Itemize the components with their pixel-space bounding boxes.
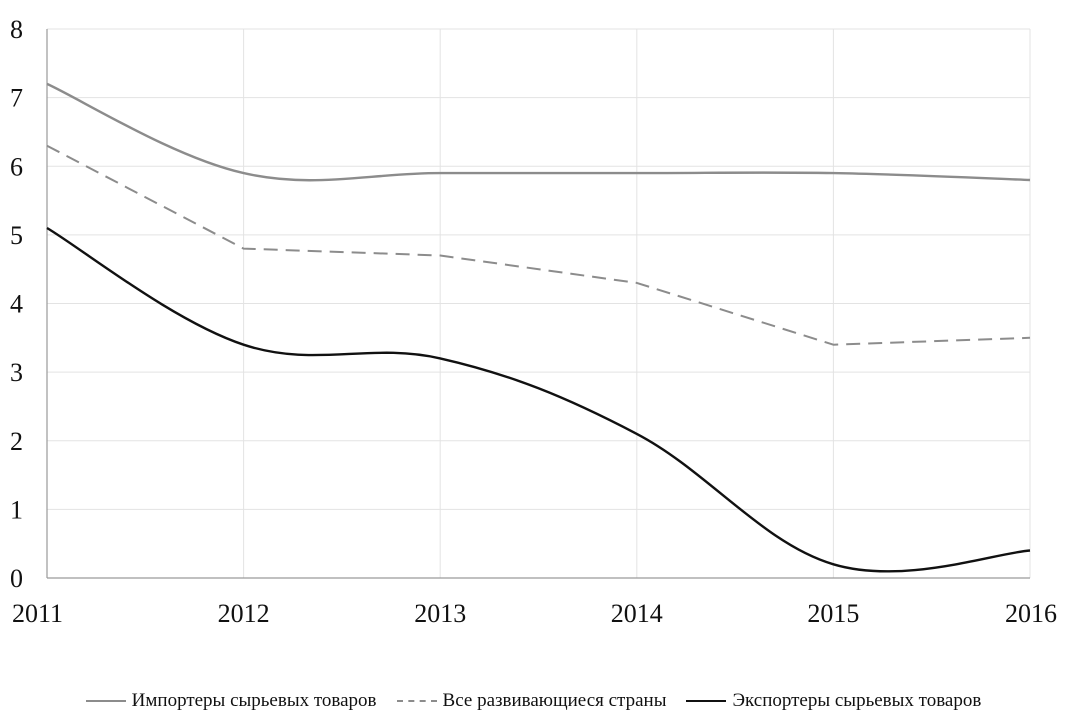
x-tick-label-2013: 2013	[414, 599, 466, 628]
legend-item-all-developing: Все развивающиеся страны	[396, 690, 667, 712]
x-tick-label-2011: 2011	[12, 599, 63, 628]
grid-lines	[47, 28, 1031, 578]
y-tick-label-2: 2	[10, 427, 23, 456]
x-tick-labels: 2011 2012 2013 2014 2015 2016	[12, 599, 1057, 628]
y-tick-label-5: 5	[10, 221, 23, 250]
x-tick-label-2014: 2014	[611, 599, 663, 628]
legend-label-importers: Импортеры сырьевых товаров	[131, 690, 377, 711]
legend-item-exporters: Экспортеры сырьевых товаров	[686, 690, 981, 712]
x-tick-label-2016: 2016	[1005, 599, 1057, 628]
legend-label-all-developing: Все развивающиеся страны	[442, 690, 667, 711]
y-tick-label-3: 3	[10, 358, 23, 387]
y-tick-label-0: 0	[10, 564, 23, 593]
legend-item-importers: Импортеры сырьевых товаров	[85, 690, 377, 712]
legend-label-exporters: Экспортеры сырьевых товаров	[732, 690, 982, 711]
y-tick-label-1: 1	[10, 495, 23, 524]
legend-swatch-all-developing	[396, 700, 437, 702]
series-lines	[46, 82, 1031, 573]
y-tick-label-6: 6	[10, 152, 23, 181]
series-line-importers	[46, 82, 1031, 182]
y-tick-label-7: 7	[10, 84, 23, 113]
legend-swatch-importers	[85, 700, 126, 702]
x-tick-label-2015: 2015	[807, 599, 859, 628]
y-tick-labels: 0 1 2 3 4 5 6 7 8	[10, 15, 23, 593]
x-tick-label-2012: 2012	[218, 599, 270, 628]
legend-swatch-exporters	[686, 700, 727, 702]
axes	[46, 29, 1030, 579]
legend: Импортеры сырьевых товаров Все развивающ…	[0, 690, 1067, 712]
y-tick-label-8: 8	[10, 15, 23, 44]
series-line-exporters	[46, 226, 1031, 573]
y-tick-label-4: 4	[10, 290, 23, 319]
series-line-all-developing	[46, 144, 1031, 346]
